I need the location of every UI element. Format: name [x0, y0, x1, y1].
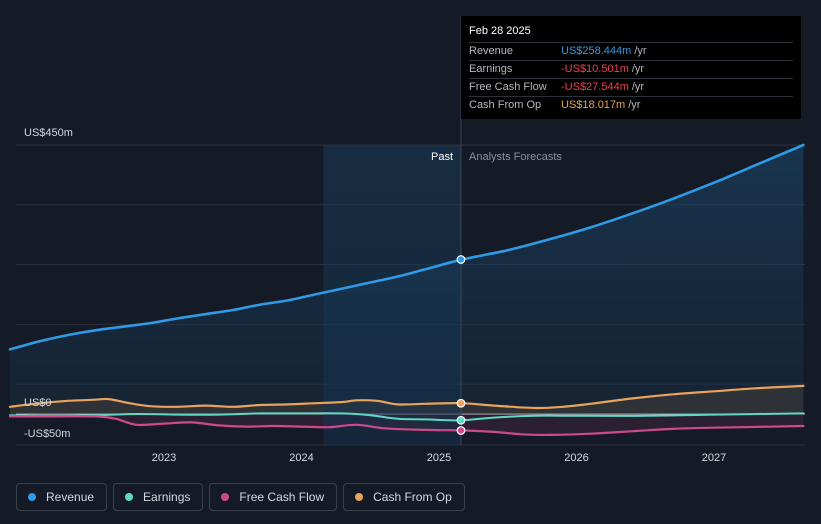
x-tick-label: 2026	[564, 452, 588, 464]
y-tick-label: -US$50m	[24, 428, 70, 440]
past-region	[323, 145, 461, 445]
x-tick-label: 2027	[702, 452, 726, 464]
tooltip-row-earnings: Earnings -US$10.501m /yr	[469, 61, 793, 79]
x-axis-labels: 2023 2024 2025 2026 2027	[152, 452, 726, 464]
legend-item-free-cash-flow[interactable]: Free Cash Flow	[209, 483, 338, 511]
legend-dot-icon	[221, 493, 230, 501]
tooltip-value: US$18.017m	[561, 99, 626, 111]
past-label: Past	[431, 151, 453, 163]
revenue-marker[interactable]	[456, 255, 466, 264]
tooltip-row-free-cash-flow: Free Cash Flow -US$27.544m /yr	[469, 79, 793, 97]
free-cash-flow-marker[interactable]	[456, 426, 466, 435]
tooltip-value: -US$27.544m	[561, 81, 629, 93]
tooltip-unit: /yr	[634, 45, 647, 57]
chart-legend: Revenue Earnings Free Cash Flow Cash Fro…	[16, 483, 465, 511]
legend-label: Free Cash Flow	[239, 490, 325, 504]
tooltip-value: -US$10.501m	[561, 63, 629, 75]
x-tick-label: 2025	[427, 452, 451, 464]
legend-dot-icon	[355, 493, 364, 501]
legend-item-cash-from-op[interactable]: Cash From Op	[343, 483, 465, 511]
tooltip-date: Feb 28 2025	[469, 24, 793, 43]
y-tick-label: US$0	[24, 397, 52, 409]
y-tick-label: US$450m	[24, 127, 73, 139]
x-tick-label: 2024	[289, 452, 313, 464]
legend-item-earnings[interactable]: Earnings	[113, 483, 204, 511]
legend-label: Earnings	[143, 490, 191, 504]
forecast-label: Analysts Forecasts	[469, 151, 562, 163]
earnings-line	[9, 412, 805, 422]
legend-label: Revenue	[46, 490, 95, 504]
legend-dot-icon	[125, 493, 134, 501]
tooltip-row-cash-from-op: Cash From Op US$18.017m /yr	[469, 97, 793, 114]
tooltip-label: Revenue	[469, 45, 514, 57]
legend-dot-icon	[28, 493, 36, 501]
data-tooltip: Feb 28 2025 Revenue US$258.444m /yr Earn…	[461, 16, 801, 119]
tooltip-unit: /yr	[631, 81, 645, 93]
earnings-marker[interactable]	[456, 415, 466, 425]
tooltip-label: Earnings	[469, 63, 513, 75]
tooltip-label: Free Cash Flow	[469, 81, 547, 93]
cash-from-op-area	[10, 385, 804, 414]
revenue-line	[8, 143, 805, 351]
tooltip-unit: /yr	[628, 99, 641, 111]
legend-item-revenue[interactable]: Revenue	[16, 483, 108, 511]
x-tick-label: 2023	[152, 452, 176, 464]
legend-label: Cash From Op	[373, 490, 452, 504]
free-cash-flow-line	[8, 415, 805, 437]
series-markers	[456, 255, 466, 435]
tooltip-unit: /yr	[631, 63, 645, 75]
cash-from-op-line	[8, 384, 805, 410]
series-lines	[8, 143, 805, 437]
tooltip-label: Cash From Op	[469, 99, 542, 111]
cash-from-op-marker[interactable]	[456, 398, 466, 408]
y-axis-labels: US$450m US$0 -US$50m	[24, 127, 73, 440]
tooltip-value: US$258.444m	[561, 45, 632, 57]
tooltip-row-revenue: Revenue US$258.444m /yr	[469, 43, 793, 61]
